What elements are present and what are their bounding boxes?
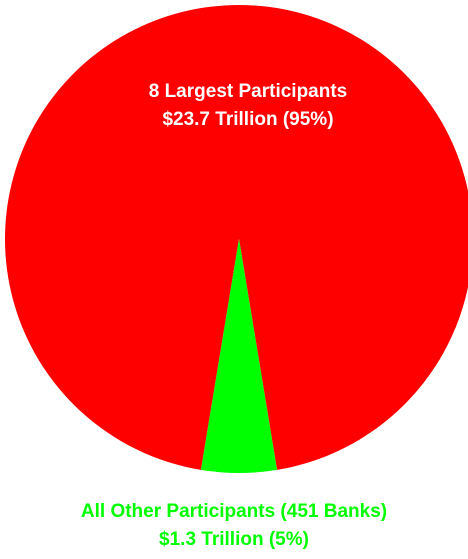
slice-label-other-name: All Other Participants (451 Banks): [80, 501, 388, 522]
slice-label-other-participants: All Other Participants (451 Banks) $1.3 …: [0, 498, 468, 554]
slice-label-largest-participants: 8 Largest Participants $23.7 Trillion (9…: [14, 78, 468, 134]
slice-label-largest-value: $23.7 Trillion (95%): [162, 109, 334, 130]
slice-label-other-value: $1.3 Trillion (5%): [159, 529, 309, 550]
slice-label-largest-name: 8 Largest Participants: [148, 81, 348, 102]
pie-slice-other-participants: [200, 239, 278, 474]
pie-slice-largest-participants: [5, 5, 468, 470]
